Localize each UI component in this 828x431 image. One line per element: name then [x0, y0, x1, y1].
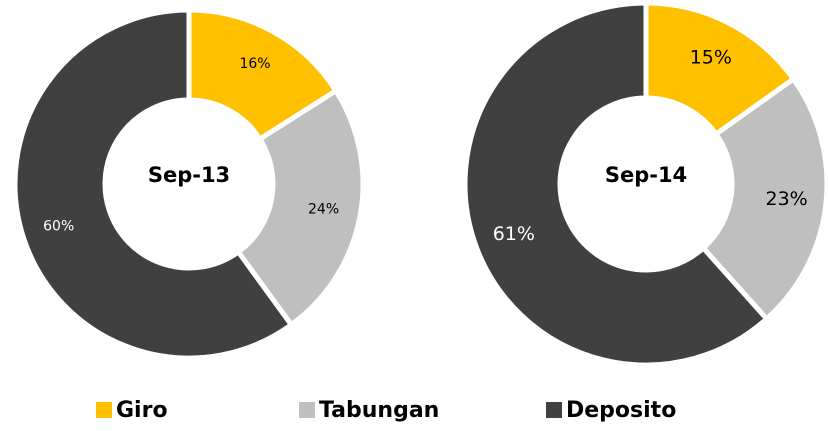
donut-segment: [12, 7, 295, 361]
donut-segment: [699, 75, 828, 323]
data-label: 15%: [690, 47, 732, 69]
center-label: Sep-13: [148, 163, 230, 187]
data-label: 24%: [308, 202, 339, 218]
legend-swatch: [96, 402, 112, 418]
legend-swatch: [299, 402, 315, 418]
legend-swatch: [546, 402, 562, 418]
legend-label: Giro: [116, 398, 168, 423]
donut-segment: [234, 87, 366, 329]
legend-label: Deposito: [566, 398, 676, 423]
center-label: Sep-14: [605, 163, 687, 187]
donut-segment: [462, 0, 771, 368]
donut-segment: [643, 0, 797, 138]
data-label: 61%: [493, 223, 535, 245]
legend-label: Tabungan: [319, 398, 439, 423]
data-label: 16%: [239, 56, 270, 72]
data-label: 23%: [766, 188, 808, 210]
data-label: 60%: [43, 218, 74, 234]
